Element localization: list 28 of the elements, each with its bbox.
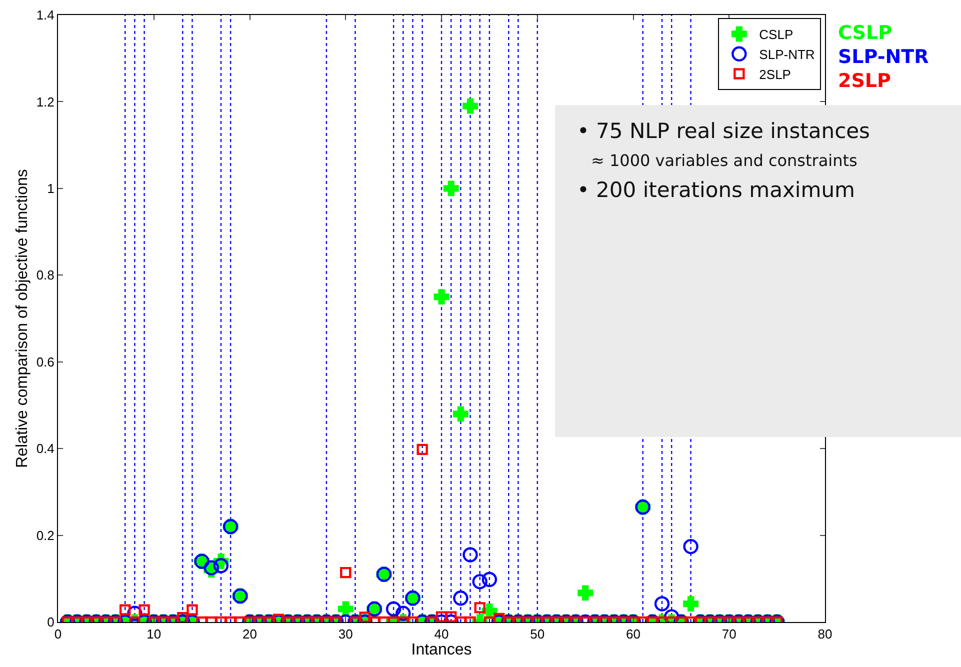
x-tick-label: 30 bbox=[338, 626, 353, 642]
x-axis-title: Intances bbox=[411, 642, 472, 659]
y-axis-title: Relative comparison of objective functions bbox=[14, 169, 32, 468]
x-tick-label: 20 bbox=[242, 626, 257, 642]
y-tick-label: 0.4 bbox=[36, 441, 54, 456]
annotation: • 75 NLP real size instances bbox=[577, 119, 871, 143]
legend-label: CSLP bbox=[759, 27, 794, 42]
y-tick-label: 1.4 bbox=[36, 8, 54, 23]
legend-label: SLP-NTR bbox=[759, 46, 815, 62]
x-tick-label: 40 bbox=[434, 626, 449, 642]
y-tick-label: 0.2 bbox=[36, 528, 54, 543]
text: SLP-NTR bbox=[838, 46, 929, 68]
x-tick-label: 10 bbox=[146, 626, 162, 642]
y-tick-label: 0 bbox=[47, 614, 54, 630]
text: 2SLP bbox=[838, 70, 891, 92]
annotation: ≈ 1000 variables and constraints bbox=[591, 151, 858, 170]
y-tick-label: 1.2 bbox=[36, 94, 54, 110]
x-tick-label: 60 bbox=[626, 626, 640, 642]
y-tick-label: 1 bbox=[47, 180, 54, 196]
x-tick-label: 80 bbox=[818, 626, 832, 642]
y-tick-label: 0.6 bbox=[36, 354, 54, 370]
legend-label: 2SLP bbox=[759, 66, 791, 82]
annotation: • 200 iterations maximum bbox=[577, 178, 856, 202]
text-panel: • 75 NLP real size instances ≈ 1000 variables and constraints • 200 iterations maximum bbox=[555, 105, 961, 437]
text: CSLP bbox=[838, 22, 892, 44]
y-tick-label: 0.8 bbox=[36, 268, 54, 283]
x-tick-label: 70 bbox=[722, 626, 736, 642]
x-tick-label: 50 bbox=[530, 626, 545, 642]
